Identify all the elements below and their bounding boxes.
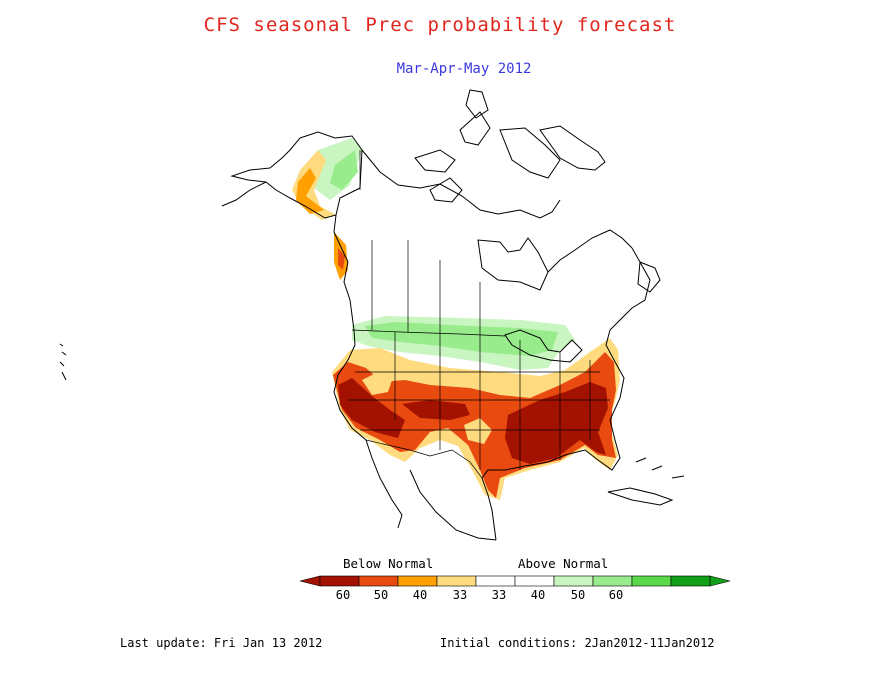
arctic-coastline	[361, 149, 561, 219]
legend-above-normal-label: Above Normal	[518, 556, 609, 571]
arctic-island-4	[429, 177, 463, 203]
legend-swatch	[631, 575, 672, 587]
alaska-above-normal-core	[330, 150, 358, 190]
newfoundland	[637, 261, 661, 293]
legend-swatch	[592, 575, 633, 587]
alaska-coastline	[230, 131, 363, 219]
us-mexico-border	[365, 439, 483, 479]
hudson-bay-coastline	[477, 237, 549, 291]
greenland-coastline	[539, 125, 606, 171]
arctic-island-1	[414, 149, 456, 173]
legend-swatch	[319, 575, 360, 587]
atlantic-coastline	[605, 247, 651, 421]
bahamas	[635, 457, 685, 479]
last-update-text: Last update: Fri Jan 13 2012	[120, 636, 323, 650]
us-west-coastline	[333, 344, 367, 441]
coastlines	[59, 89, 685, 541]
legend-tick-label: 40	[531, 588, 545, 602]
legend-tick-label: 33	[453, 588, 467, 602]
legend-swatch	[670, 575, 711, 587]
cuba	[607, 487, 674, 506]
map-subtitle: Mar-Apr-May 2012	[396, 61, 532, 77]
labrador-coastline	[547, 229, 633, 273]
rockies-neutral-gap	[362, 372, 392, 395]
initial-conditions-text: Initial conditions: 2Jan2012-11Jan2012	[440, 636, 715, 650]
mexico-pacific-coastline	[409, 469, 497, 541]
us-canada-border	[351, 329, 506, 337]
bc-coast-below-normal-core	[338, 248, 345, 270]
province-lines	[371, 240, 481, 336]
southeast-below-normal-core	[505, 382, 608, 464]
probability-color-legend: 60 50 40 33 33 40 50 60	[299, 575, 731, 602]
arctic-island-3	[465, 89, 489, 119]
state-lines	[348, 332, 610, 470]
north-tier-above-normal-core	[365, 322, 558, 356]
southwest-below-normal-core	[338, 378, 405, 438]
legend-tick-label: 40	[413, 588, 427, 602]
legend-swatch	[397, 575, 438, 587]
texas-neutral-gap	[464, 418, 492, 444]
legend-swatch	[553, 575, 594, 587]
central-plains-below-normal-core	[402, 400, 470, 420]
legend-tick-label: 60	[336, 588, 350, 602]
legend-right-arrow	[709, 575, 731, 587]
legend-swatch	[436, 575, 477, 587]
hawaii-islands	[59, 343, 67, 381]
legend-tick-label: 33	[492, 588, 506, 602]
baja-coastline	[365, 439, 403, 529]
legend-swatch	[475, 575, 516, 587]
legend-tick-label: 50	[374, 588, 388, 602]
legend-tick-label: 50	[571, 588, 585, 602]
political-boundaries	[348, 150, 610, 479]
map-title: CFS seasonal Prec probability forecast	[203, 14, 677, 36]
pacific-northwest-coastline	[333, 214, 356, 346]
great-lakes	[504, 329, 583, 363]
alaska-peninsula	[221, 181, 267, 207]
baffin-island	[499, 127, 561, 179]
alaska-below-normal-core	[296, 168, 324, 214]
gulf-coastline	[481, 419, 621, 541]
legend-tick-label: 60	[609, 588, 623, 602]
legend-below-normal-label: Below Normal	[343, 556, 434, 571]
legend-swatch	[358, 575, 399, 587]
legend-left-arrow	[299, 575, 321, 587]
legend-swatch	[514, 575, 555, 587]
arctic-island-2	[459, 111, 491, 146]
